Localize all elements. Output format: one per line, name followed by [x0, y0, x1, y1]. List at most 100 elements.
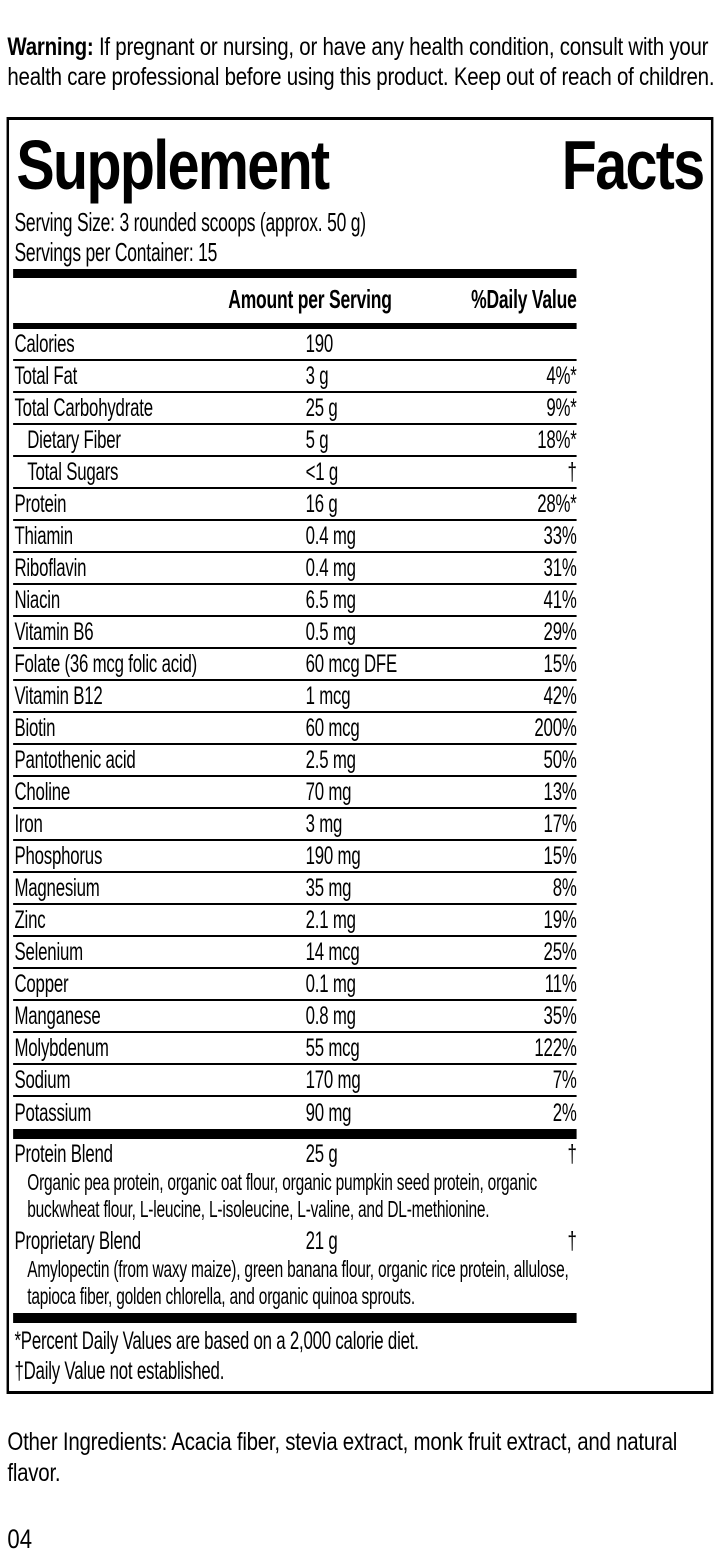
- warning-label: Warning:: [7, 33, 94, 61]
- nutrient-amount: 2.5 mg: [305, 745, 356, 774]
- nutrient-amount: 70 mg: [305, 777, 352, 806]
- separator-bar-thick: [13, 1129, 577, 1139]
- nutrient-row: Phosphorus 190 mg 15%: [13, 841, 577, 873]
- blend-name: Proprietary Blend: [14, 1226, 141, 1255]
- nutrient-name: Dietary Fiber: [27, 425, 121, 454]
- blend-daily-value: †: [567, 1139, 577, 1168]
- blend-name: Protein Blend: [14, 1139, 113, 1168]
- nutrient-daily-value: 2%: [552, 1098, 577, 1127]
- nutrient-name: Folate (36 mcg folic acid): [14, 649, 198, 678]
- nutrient-amount: 16 g: [305, 489, 338, 518]
- nutrient-name: Vitamin B12: [14, 681, 103, 710]
- nutrient-row: Selenium 14 mcg 25%: [13, 937, 577, 969]
- nutrient-amount: 0.4 mg: [305, 521, 356, 550]
- panel-title-word-1: Supplement: [16, 126, 330, 204]
- footnotes: *Percent Daily Values are based on a 2,0…: [13, 1323, 576, 1387]
- nutrient-name: Total Carbohydrate: [14, 393, 153, 422]
- nutrient-row: Vitamin B12 1 mcg 42%: [13, 681, 577, 713]
- column-header-amount: Amount per Serving: [228, 284, 392, 314]
- nutrient-daily-value: 13%: [543, 777, 577, 806]
- nutrient-amount: 25 g: [305, 393, 338, 422]
- nutrient-name: Pantothenic acid: [14, 745, 136, 774]
- nutrient-row: Protein 16 g 28%*: [13, 489, 577, 521]
- footnote: †Daily Value not established.: [14, 1357, 225, 1385]
- nutrient-daily-value: 19%: [543, 905, 577, 934]
- nutrient-row: Molybdenum 55 mcg 122%: [13, 1033, 577, 1065]
- nutrient-name: Copper: [14, 969, 69, 998]
- nutrient-amount: 14 mcg: [305, 937, 360, 966]
- nutrient-amount: 60 mcg: [305, 713, 360, 742]
- nutrient-daily-value: 25%: [543, 937, 577, 966]
- page-number: 04: [7, 1524, 33, 1554]
- blend-daily-value: †: [567, 1226, 577, 1255]
- nutrient-amount: 190 mg: [305, 841, 361, 870]
- footnote: *Percent Daily Values are based on a 2,0…: [14, 1327, 419, 1355]
- nutrient-name: Magnesium: [14, 873, 100, 902]
- nutrient-daily-value: †: [567, 457, 577, 486]
- nutrient-row: Calories 190: [13, 329, 577, 361]
- nutrient-row: Folate (36 mcg folic acid) 60 mcg DFE 15%: [13, 649, 577, 681]
- nutrient-amount: 190: [305, 329, 334, 358]
- panel-title: Supplement Facts: [13, 120, 707, 206]
- blend-section: Protein Blend 25 g † Organic pea protein, o…: [13, 1139, 576, 1313]
- blend-amount: 25 g: [305, 1139, 338, 1168]
- nutrient-row: Thiamin 0.4 mg 33%: [13, 521, 577, 553]
- nutrient-amount: 6.5 mg: [305, 585, 356, 614]
- nutrient-name: Calories: [14, 329, 75, 358]
- supplement-facts-panel: Supplement Facts Serving Size: 3 rounded…: [6, 117, 714, 1394]
- nutrient-daily-value: 7%: [552, 1065, 577, 1094]
- nutrient-name: Selenium: [14, 937, 83, 966]
- nutrient-daily-value: 11%: [544, 969, 577, 998]
- nutrient-daily-value: 28%*: [537, 489, 577, 518]
- nutrient-name: Choline: [14, 777, 71, 806]
- nutrient-daily-value: 200%: [534, 713, 577, 742]
- nutrient-row: Iron 3 mg 17%: [13, 809, 577, 841]
- nutrient-row: Biotin 60 mcg 200%: [13, 713, 577, 745]
- nutrient-daily-value: 15%: [543, 649, 577, 678]
- nutrient-name: Biotin: [14, 713, 56, 742]
- nutrient-amount: 3 mg: [305, 809, 343, 838]
- nutrient-name: Total Sugars: [27, 457, 119, 486]
- nutrient-amount: <1 g: [305, 457, 339, 486]
- nutrient-row: Total Carbohydrate 25 g 9%*: [13, 393, 577, 425]
- separator-bar-medium: [13, 323, 577, 329]
- nutrient-daily-value: 9%*: [546, 393, 577, 422]
- servings-per-container: Servings per Container: 15: [14, 237, 218, 267]
- blend-row: Proprietary Blend 21 g †: [13, 1226, 576, 1256]
- nutrient-row: Potassium 90 mg 2%: [13, 1097, 576, 1129]
- nutrient-name: Protein: [14, 489, 67, 518]
- nutrient-amount: 90 mg: [305, 1098, 352, 1127]
- nutrient-daily-value: 15%: [543, 841, 577, 870]
- panel-content: Serving Size: 3 rounded scoops (approx. …: [13, 206, 577, 1387]
- nutrient-amount: 0.4 mg: [305, 553, 356, 582]
- nutrient-amount: 0.1 mg: [305, 969, 356, 998]
- column-headers: Amount per Serving %Daily Value: [13, 278, 577, 323]
- nutrient-name: Total Fat: [14, 361, 78, 390]
- nutrient-row: Pantothenic acid 2.5 mg 50%: [13, 745, 577, 777]
- nutrient-daily-value: 41%: [543, 585, 577, 614]
- nutrient-row: Manganese 0.8 mg 35%: [13, 1001, 577, 1033]
- panel-title-word-2: Facts: [561, 126, 705, 204]
- nutrient-row: Total Sugars <1 g †: [13, 457, 577, 489]
- serving-size: Serving Size: 3 rounded scoops (approx. …: [14, 207, 366, 237]
- blend-description: Organic pea protein, organic oat flour, …: [27, 1169, 537, 1222]
- other-ingredients: Other Ingredients: Acacia fiber, stevia …: [7, 1428, 678, 1487]
- nutrient-name: Thiamin: [14, 521, 73, 550]
- nutrient-daily-value: 4%*: [546, 361, 577, 390]
- nutrient-daily-value: 18%*: [537, 425, 577, 454]
- nutrient-daily-value: 122%: [534, 1033, 577, 1062]
- warning-paragraph: Warning: If pregnant or nursing, or have…: [0, 25, 720, 92]
- nutrient-row: Magnesium 35 mg 8%: [13, 873, 577, 905]
- nutrient-daily-value: 8%: [552, 873, 577, 902]
- serving-info: Serving Size: 3 rounded scoops (approx. …: [13, 206, 576, 269]
- nutrient-table: Calories 190 Total Fat 3 g 4%* Total Carbohyd…: [13, 329, 577, 1129]
- nutrient-row: Dietary Fiber 5 g 18%*: [13, 425, 577, 457]
- nutrient-name: Manganese: [14, 1001, 101, 1030]
- column-header-daily-value: %Daily Value: [471, 284, 577, 314]
- nutrient-row: Copper 0.1 mg 11%: [13, 969, 577, 1001]
- separator-bar-thick: [13, 269, 577, 278]
- nutrient-amount: 1 mcg: [305, 681, 351, 710]
- separator-bar-thick: [13, 1313, 577, 1323]
- nutrient-name: Riboflavin: [14, 553, 87, 582]
- nutrient-amount: 2.1 mg: [305, 905, 356, 934]
